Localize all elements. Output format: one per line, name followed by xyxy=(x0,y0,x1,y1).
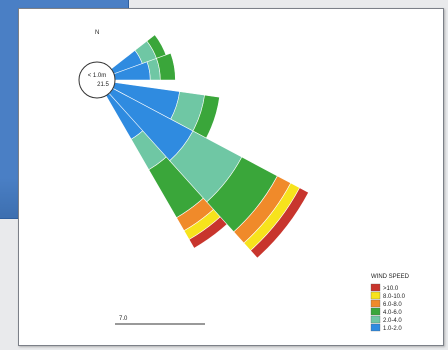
scale-label: 7.0 xyxy=(119,316,128,322)
calm-value: 21.5 xyxy=(97,82,109,88)
legend-title: WIND SPEED xyxy=(371,274,410,280)
calm-label: < 1.0m xyxy=(88,73,107,79)
sector-sse-band-5 xyxy=(250,187,309,259)
legend-swatch-1 xyxy=(370,291,381,300)
sector-e-band-2 xyxy=(156,52,176,81)
wind-rose-figure: < 1.0m 21.5 N WIND SPEED >10.0 8.0-10.0 6.… xyxy=(18,8,444,346)
wind-rose-chart: < 1.0m 21.5 N WIND SPEED >10.0 8.0-10.0 6.… xyxy=(78,30,410,332)
legend: WIND SPEED >10.0 8.0-10.0 6.0-8.0 4.0-6.0 2.… xyxy=(370,274,410,332)
legend-label-0: >10.0 xyxy=(383,286,399,292)
legend-swatch-4 xyxy=(370,315,381,324)
north-label: N xyxy=(95,30,99,36)
legend-label-3: 4.0-6.0 xyxy=(383,310,402,316)
legend-swatch-3 xyxy=(370,307,381,316)
legend-swatch-5 xyxy=(370,323,381,332)
legend-swatch-0 xyxy=(370,283,381,292)
legend-label-1: 8.0-10.0 xyxy=(383,294,406,300)
legend-swatch-2 xyxy=(370,299,381,308)
legend-label-2: 6.0-8.0 xyxy=(383,302,402,308)
legend-label-4: 2.0-4.0 xyxy=(383,318,402,324)
calm-circle xyxy=(78,61,116,99)
sector-group xyxy=(105,34,309,259)
legend-label-5: 1.0-2.0 xyxy=(383,326,402,332)
